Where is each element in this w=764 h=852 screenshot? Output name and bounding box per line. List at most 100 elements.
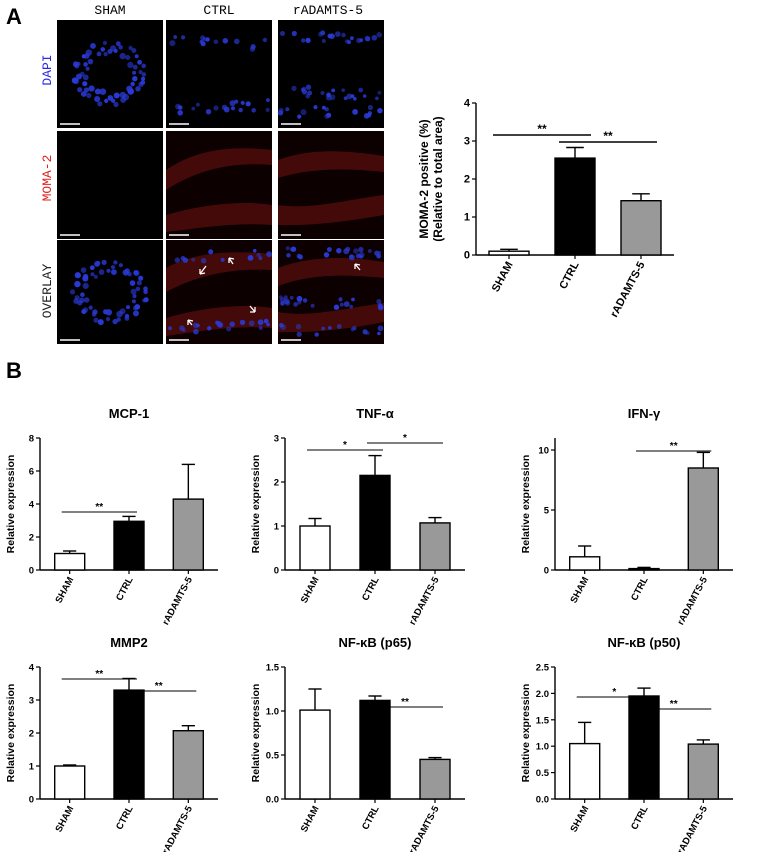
nucleus-dot [101, 259, 107, 265]
nucleus-dot [193, 328, 199, 335]
nucleus-dot [122, 269, 129, 276]
nucleus-dot [103, 52, 108, 57]
chart-nfkb50: NF-κB (p50) 0.0 0.5 1.0 1.5 2.0 2.5 Relative ex… [520, 635, 733, 852]
nucleus-dot [302, 298, 308, 303]
bar-nfkb50-0 [569, 742, 601, 800]
nucleus-dot [141, 63, 146, 69]
nucleus-dot [324, 113, 330, 119]
nucleus-dot [180, 256, 186, 261]
nucleus-dot [132, 70, 137, 75]
nucleus-dot [133, 270, 140, 277]
nucleus-dot [324, 107, 329, 112]
sig-label-mmp2-0: ** [95, 669, 103, 680]
y-label-ifng: Relative expression [520, 455, 532, 554]
nucleus-dot [367, 249, 372, 253]
y-tick-label-nfkb65: 0.5 [266, 751, 280, 762]
nucleus-dot [134, 54, 139, 59]
nucleus-dot [293, 302, 298, 307]
y-tick-label-mcp1: 4 [29, 500, 35, 511]
nucleus-dot [371, 35, 378, 41]
nucleus-dot [363, 113, 370, 119]
arrow-2 [228, 257, 235, 265]
nucleus-dot [290, 246, 297, 252]
overlay-arrows [187, 257, 361, 326]
nucleus-dot [331, 88, 336, 93]
x-tick-label-tnfa-1: CTRL [360, 575, 382, 603]
nucleus-dot [280, 31, 285, 36]
nucleus-dot [169, 40, 176, 47]
x-tick-label-nfkb50-1: CTRL [629, 804, 651, 832]
nucleus-dot [279, 323, 284, 328]
bar-mmp2-2 [172, 730, 205, 800]
bar-tnfa-2 [419, 522, 451, 571]
x-tick-label-nfkb50-0: SHAM [568, 804, 591, 834]
nucleus-dot [247, 255, 254, 261]
nucleus-dot [118, 45, 123, 50]
bar-nfkb50-2 [687, 743, 719, 800]
x-tick-label-tnfa-0: SHAM [299, 575, 322, 605]
nucleus-dot [231, 106, 235, 111]
bar-nfkb50-1 [628, 695, 660, 800]
nucleus-dot [245, 101, 251, 107]
nucleus-dot [127, 61, 134, 68]
nucleus-dot [130, 81, 135, 87]
nucleus-dot [177, 105, 183, 110]
sig-label-nfkb65-0: ** [401, 697, 409, 708]
nucleus-dot [346, 93, 353, 100]
nucleus-dot [137, 59, 143, 65]
nucleus-dot [96, 260, 101, 266]
nucleus-dot [285, 300, 291, 306]
bar-moma2-2 [620, 199, 662, 256]
nucleus-dot [80, 91, 87, 97]
y-tick-label-nfkb50: 0.5 [536, 768, 550, 779]
nucleus-dot [142, 298, 147, 303]
y-tick-label-nfkb50: 1.0 [536, 742, 549, 753]
nucleus-dot [298, 254, 303, 260]
x-tick-label-moma2-2: rADAMTS-5 [608, 260, 647, 320]
nucleus-dot [107, 49, 113, 54]
nucleus-dot [376, 253, 382, 259]
y-tick-label-tnfa: 1 [274, 522, 280, 533]
nucleus-dot [240, 100, 245, 105]
nucleus-dot [262, 37, 268, 43]
nucleus-dot [220, 257, 225, 262]
nucleus-dot [257, 319, 264, 326]
y-tick-label-nfkb65: 0.0 [266, 795, 279, 806]
nucleus-dot [359, 254, 364, 259]
arrow-4 [249, 305, 256, 313]
nucleus-dot [105, 317, 111, 322]
y-label-tnfa: Relative expression [250, 455, 262, 554]
chart-moma2: 0 1 2 3 4 MOMA-2 positive (%) (Relative to tot… [417, 98, 674, 320]
nucleus-dot [335, 31, 341, 37]
nucleus-dot [126, 305, 130, 310]
nucleus-dot [338, 297, 343, 302]
nucleus-dot [177, 110, 183, 116]
nucleus-dot [327, 247, 332, 252]
bar-mmp2-0 [54, 765, 86, 800]
nucleus-dot [196, 102, 200, 107]
y-tick-label-mcp1: 0 [29, 566, 34, 577]
chart-mmp2: MMP2 0 1 2 3 4 Relative expression SHAM CTRL rADA… [5, 635, 218, 852]
bar-nfkb65-0 [299, 709, 331, 800]
nucleus-dot [341, 32, 346, 38]
bar-mcp1-2 [172, 498, 205, 571]
nucleus-dot [341, 88, 346, 92]
nucleus-dot [127, 272, 132, 277]
nucleus-dot [179, 325, 185, 331]
nucleus-dot [229, 100, 236, 107]
y-label2-moma2: (Relative to total area) [431, 116, 445, 241]
nucleus-dot [199, 39, 204, 44]
nucleus-dot [266, 251, 272, 258]
nucleus-dot [132, 294, 137, 299]
nucleus-dot [323, 252, 330, 258]
x-tick-label-ifng-1: CTRL [629, 575, 651, 603]
nucleus-dot [113, 92, 120, 99]
nucleus-dot [86, 92, 92, 99]
nucleus-dot [352, 109, 358, 115]
y-tick-label-mmp2: 3 [29, 696, 34, 707]
nucleus-dot [132, 305, 138, 311]
nucleus-dot [251, 108, 256, 113]
y-tick-label-mcp1: 8 [29, 434, 34, 445]
y-tick-label-mmp2: 4 [29, 663, 35, 674]
y-label-nfkb65: Relative expression [250, 684, 262, 783]
